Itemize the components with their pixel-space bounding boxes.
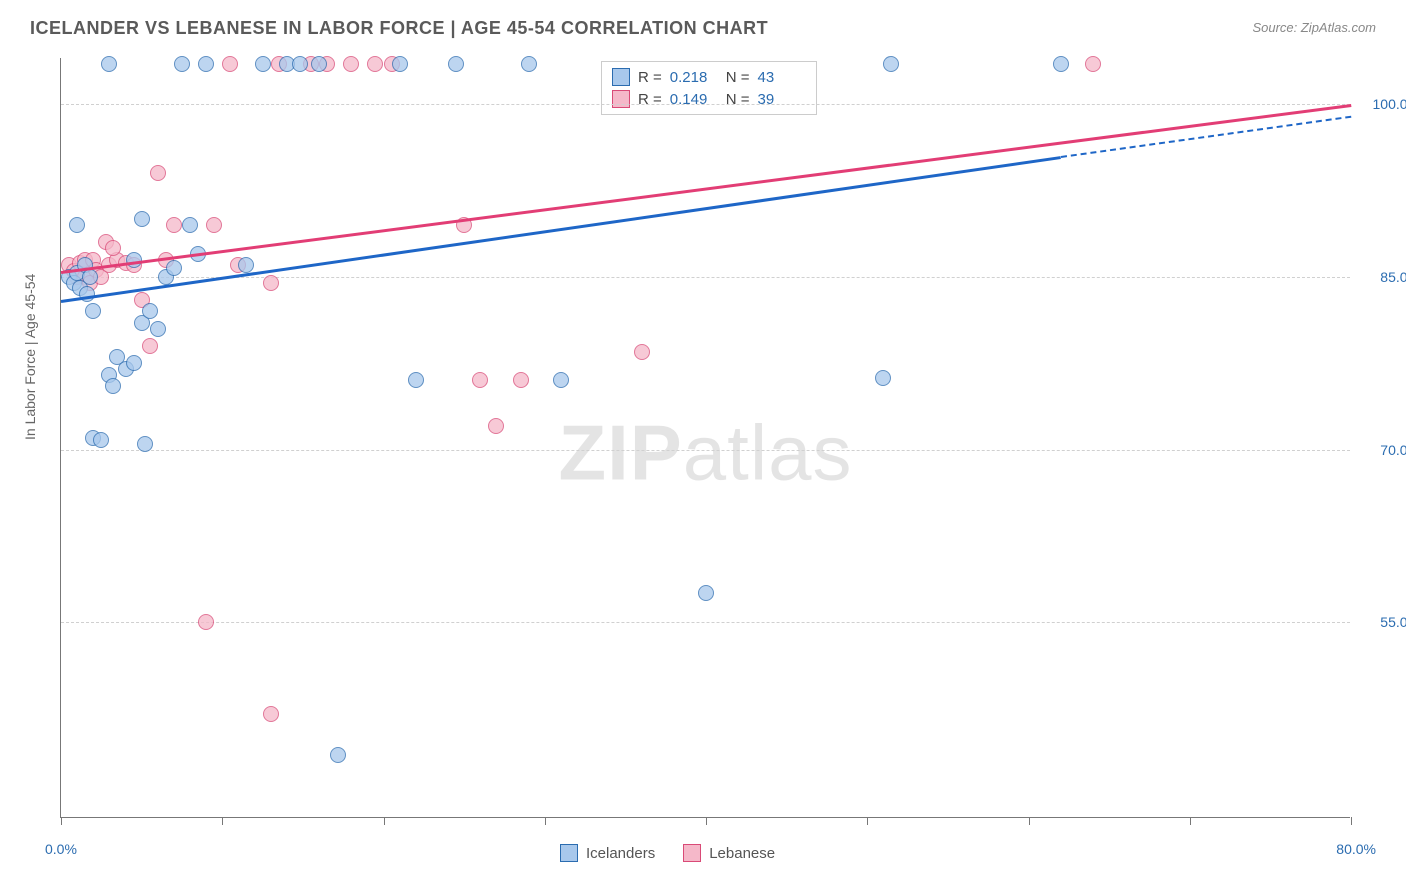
n-label: N = <box>726 69 750 86</box>
scatter-point-lebanese <box>105 240 121 256</box>
scatter-point-icelanders <box>101 56 117 72</box>
x-axis-min-label: 0.0% <box>45 841 77 857</box>
scatter-point-icelanders <box>330 747 346 763</box>
stats-row-icelanders: R = 0.218 N = 43 <box>612 66 806 88</box>
x-tick <box>545 817 546 825</box>
scatter-point-lebanese <box>263 706 279 722</box>
y-tick-label: 70.0% <box>1360 442 1406 458</box>
scatter-point-icelanders <box>521 56 537 72</box>
scatter-point-icelanders <box>69 217 85 233</box>
x-tick <box>706 817 707 825</box>
scatter-point-lebanese <box>488 418 504 434</box>
scatter-point-icelanders <box>166 260 182 276</box>
watermark-atlas: atlas <box>683 408 853 496</box>
legend-label-icelanders: Icelanders <box>586 845 655 862</box>
bottom-legend: Icelanders Lebanese <box>560 844 775 862</box>
scatter-point-icelanders <box>134 211 150 227</box>
watermark-zip: ZIP <box>558 408 682 496</box>
scatter-point-icelanders <box>137 436 153 452</box>
scatter-point-icelanders <box>392 56 408 72</box>
plot-area: ZIPatlas R = 0.218 N = 43 R = 0.149 N = … <box>60 58 1350 818</box>
gridline-h <box>61 622 1350 623</box>
scatter-point-icelanders <box>883 56 899 72</box>
correlation-stats-box: R = 0.218 N = 43 R = 0.149 N = 39 <box>601 61 817 115</box>
swatch-icelanders <box>560 844 578 862</box>
gridline-h <box>61 104 1350 105</box>
scatter-point-lebanese <box>222 56 238 72</box>
scatter-point-lebanese <box>206 217 222 233</box>
legend-label-lebanese: Lebanese <box>709 845 775 862</box>
title-bar: ICELANDER VS LEBANESE IN LABOR FORCE | A… <box>30 18 1376 46</box>
scatter-point-icelanders <box>182 217 198 233</box>
x-tick <box>1190 817 1191 825</box>
scatter-point-icelanders <box>1053 56 1069 72</box>
n-value-icelanders: 43 <box>758 69 806 86</box>
scatter-point-icelanders <box>448 56 464 72</box>
r-label: R = <box>638 69 662 86</box>
scatter-point-lebanese <box>343 56 359 72</box>
swatch-lebanese <box>612 90 630 108</box>
scatter-point-icelanders <box>238 257 254 273</box>
scatter-point-lebanese <box>1085 56 1101 72</box>
trendline-lebanese <box>61 104 1351 274</box>
scatter-point-lebanese <box>166 217 182 233</box>
scatter-point-icelanders <box>311 56 327 72</box>
y-tick-label: 55.0% <box>1360 614 1406 630</box>
y-tick-label: 100.0% <box>1360 96 1406 112</box>
scatter-point-icelanders <box>255 56 271 72</box>
scatter-point-lebanese <box>472 372 488 388</box>
scatter-point-lebanese <box>150 165 166 181</box>
scatter-point-lebanese <box>198 614 214 630</box>
scatter-point-icelanders <box>408 372 424 388</box>
y-tick-label: 85.0% <box>1360 269 1406 285</box>
x-tick <box>1029 817 1030 825</box>
scatter-point-icelanders <box>198 56 214 72</box>
scatter-point-lebanese <box>634 344 650 360</box>
x-axis-max-label: 80.0% <box>1336 841 1376 857</box>
y-axis-label: In Labor Force | Age 45-54 <box>22 274 38 440</box>
swatch-icelanders <box>612 68 630 86</box>
scatter-point-icelanders <box>174 56 190 72</box>
source-attribution: Source: ZipAtlas.com <box>1252 20 1376 35</box>
x-tick <box>867 817 868 825</box>
gridline-h <box>61 450 1350 451</box>
r-value-icelanders: 0.218 <box>670 69 718 86</box>
scatter-point-icelanders <box>82 269 98 285</box>
scatter-point-lebanese <box>142 338 158 354</box>
chart-title: ICELANDER VS LEBANESE IN LABOR FORCE | A… <box>30 18 768 38</box>
legend-item-lebanese: Lebanese <box>683 844 775 862</box>
legend-item-icelanders: Icelanders <box>560 844 655 862</box>
scatter-point-lebanese <box>263 275 279 291</box>
chart-container: ICELANDER VS LEBANESE IN LABOR FORCE | A… <box>0 0 1406 892</box>
scatter-point-icelanders <box>553 372 569 388</box>
scatter-point-icelanders <box>105 378 121 394</box>
x-tick <box>1351 817 1352 825</box>
stats-row-lebanese: R = 0.149 N = 39 <box>612 88 806 110</box>
scatter-point-icelanders <box>93 432 109 448</box>
scatter-point-icelanders <box>698 585 714 601</box>
scatter-point-icelanders <box>142 303 158 319</box>
scatter-point-icelanders <box>292 56 308 72</box>
x-tick <box>222 817 223 825</box>
scatter-point-icelanders <box>150 321 166 337</box>
scatter-point-lebanese <box>367 56 383 72</box>
scatter-point-icelanders <box>126 355 142 371</box>
watermark: ZIPatlas <box>558 407 852 498</box>
scatter-point-icelanders <box>875 370 891 386</box>
swatch-lebanese <box>683 844 701 862</box>
scatter-point-icelanders <box>85 303 101 319</box>
scatter-point-lebanese <box>513 372 529 388</box>
x-tick <box>61 817 62 825</box>
gridline-h <box>61 277 1350 278</box>
x-tick <box>384 817 385 825</box>
